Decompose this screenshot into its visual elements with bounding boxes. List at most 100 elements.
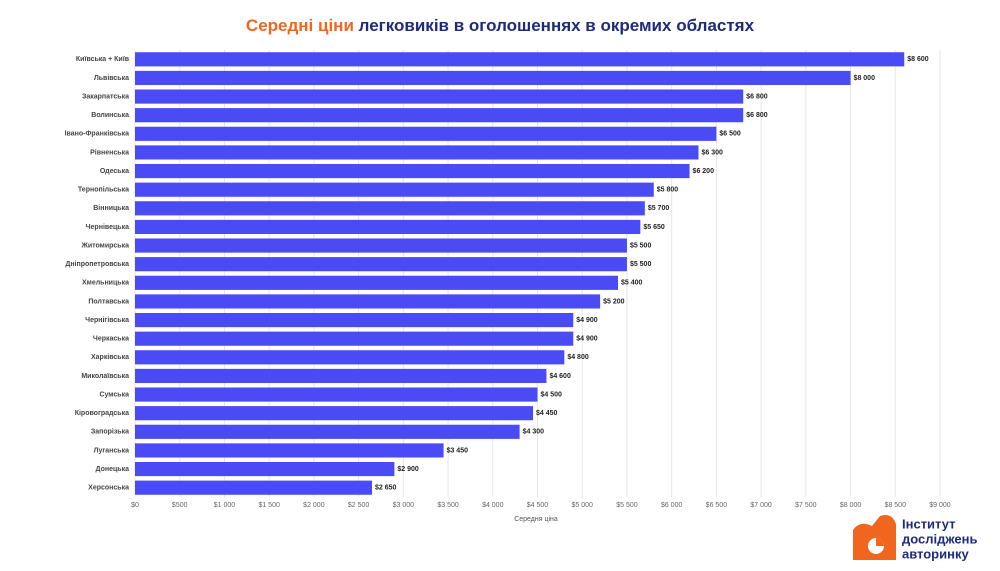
y-tick-label: Івано-Франківська [65,130,130,138]
bar [135,387,538,402]
x-tick-label: $4 000 [482,502,504,509]
y-tick-label: Миколаївська [81,373,129,380]
y-tick-label: Вінницька [93,204,129,212]
x-tick-label: $5 500 [616,502,638,509]
bar [135,312,574,328]
y-tick-label: Донецька [96,466,130,473]
bar [135,201,645,216]
bar [135,257,627,272]
bar [135,350,565,365]
value-label: $2 650 [375,485,397,492]
y-tick-label: Хмельницька [82,280,129,287]
bar [135,368,547,384]
value-label: $6 800 [746,112,768,119]
bar [135,406,534,421]
value-label: $4 900 [576,336,598,343]
bar [135,182,654,197]
y-tick-label: Закарпатська [82,93,129,100]
bar [135,70,851,86]
logo-text: досліджень [902,531,978,546]
x-tick-label: $0 [131,502,139,509]
value-label: $5 500 [630,242,652,249]
bar [135,163,690,179]
bar [135,89,744,104]
value-label: $6 200 [693,168,715,175]
x-axis-label: Середня ціна [514,515,558,523]
bar [135,275,618,290]
title-highlight: Середні ціни [246,16,354,35]
x-tick-label: $4 500 [527,502,549,509]
x-tick-label: $6 000 [661,502,683,509]
chart-title: Середні ціни легковиків в оголошеннях в … [246,16,755,35]
x-tick-label: $9 000 [929,502,951,509]
value-label: $4 900 [576,317,598,324]
value-label: $8 000 [854,75,876,82]
y-tick-label: Рівненська [90,148,129,156]
bar [135,331,574,346]
y-tick-label: Харківська [91,353,129,361]
value-label: $6 300 [702,149,724,156]
y-tick-label: Полтавська [88,298,129,305]
bar [135,126,717,141]
y-tick-label: Львівська [94,74,129,82]
x-tick-label: $7 500 [795,502,817,509]
x-tick-label: $6 500 [706,502,728,509]
y-tick-label: Кіровоградська [75,409,129,417]
value-label: $4 450 [536,410,558,417]
y-tick-label: Запорізька [91,428,129,436]
value-label: $8 600 [907,56,929,63]
value-label: $6 500 [719,131,741,138]
logo-shape [853,515,896,560]
logo-slice [876,538,884,546]
x-tick-label: $1 500 [258,502,280,509]
value-label: $4 800 [567,354,589,361]
value-label: $4 600 [549,373,571,380]
value-label: $5 200 [603,298,625,305]
bar [135,219,641,235]
y-tick-label: Херсонська [88,485,129,492]
bar [135,424,520,439]
title-rest: легковиків в оголошеннях в окремих облас… [359,16,755,35]
logo-text: Інститут [902,516,956,531]
value-label: $5 650 [643,224,665,231]
y-tick-label: Житомирська [81,242,130,249]
y-tick-label: Сумська [99,391,129,398]
bar [135,52,905,67]
x-tick-label: $500 [172,502,188,509]
value-label: $3 450 [447,447,469,454]
logo: Інститут досліджень авторинку [853,515,978,561]
y-tick-label: Волинська [91,112,129,119]
bar [135,443,444,458]
x-tick-label: $2 500 [348,502,370,509]
x-tick-label: $7 000 [750,502,772,509]
x-tick-label: $8 500 [885,502,907,509]
y-tick-label: Тернопільська [78,186,129,194]
bar [135,294,601,309]
x-tick-label: $2 000 [303,502,325,509]
bar [135,238,627,253]
value-label: $4 300 [523,429,545,436]
y-tick-label: Чернівецька [86,223,129,231]
value-label: $5 800 [657,187,679,194]
x-tick-label: $3 500 [437,502,459,509]
value-label: $5 700 [648,205,670,212]
bar [135,108,744,123]
value-label: $6 800 [746,93,768,100]
y-tick-label: Одеська [100,168,129,175]
y-tick-label: Київська + Київ [76,56,130,63]
bar [135,145,699,160]
value-label: $5 500 [630,261,652,268]
y-tick-label: Чернігівська [85,316,129,324]
value-label: $5 400 [621,280,643,287]
value-label: $4 500 [541,391,563,398]
logo-text: авторинку [902,546,969,561]
x-tick-label: $3 000 [393,502,415,509]
bar [135,461,395,477]
x-tick-label: $8 000 [840,502,862,509]
y-tick-label: Луганська [94,447,130,454]
x-tick-label: $1 000 [214,502,236,509]
x-tick-label: $5 000 [572,502,594,509]
bar [135,480,373,495]
value-label: $2 900 [397,466,419,473]
